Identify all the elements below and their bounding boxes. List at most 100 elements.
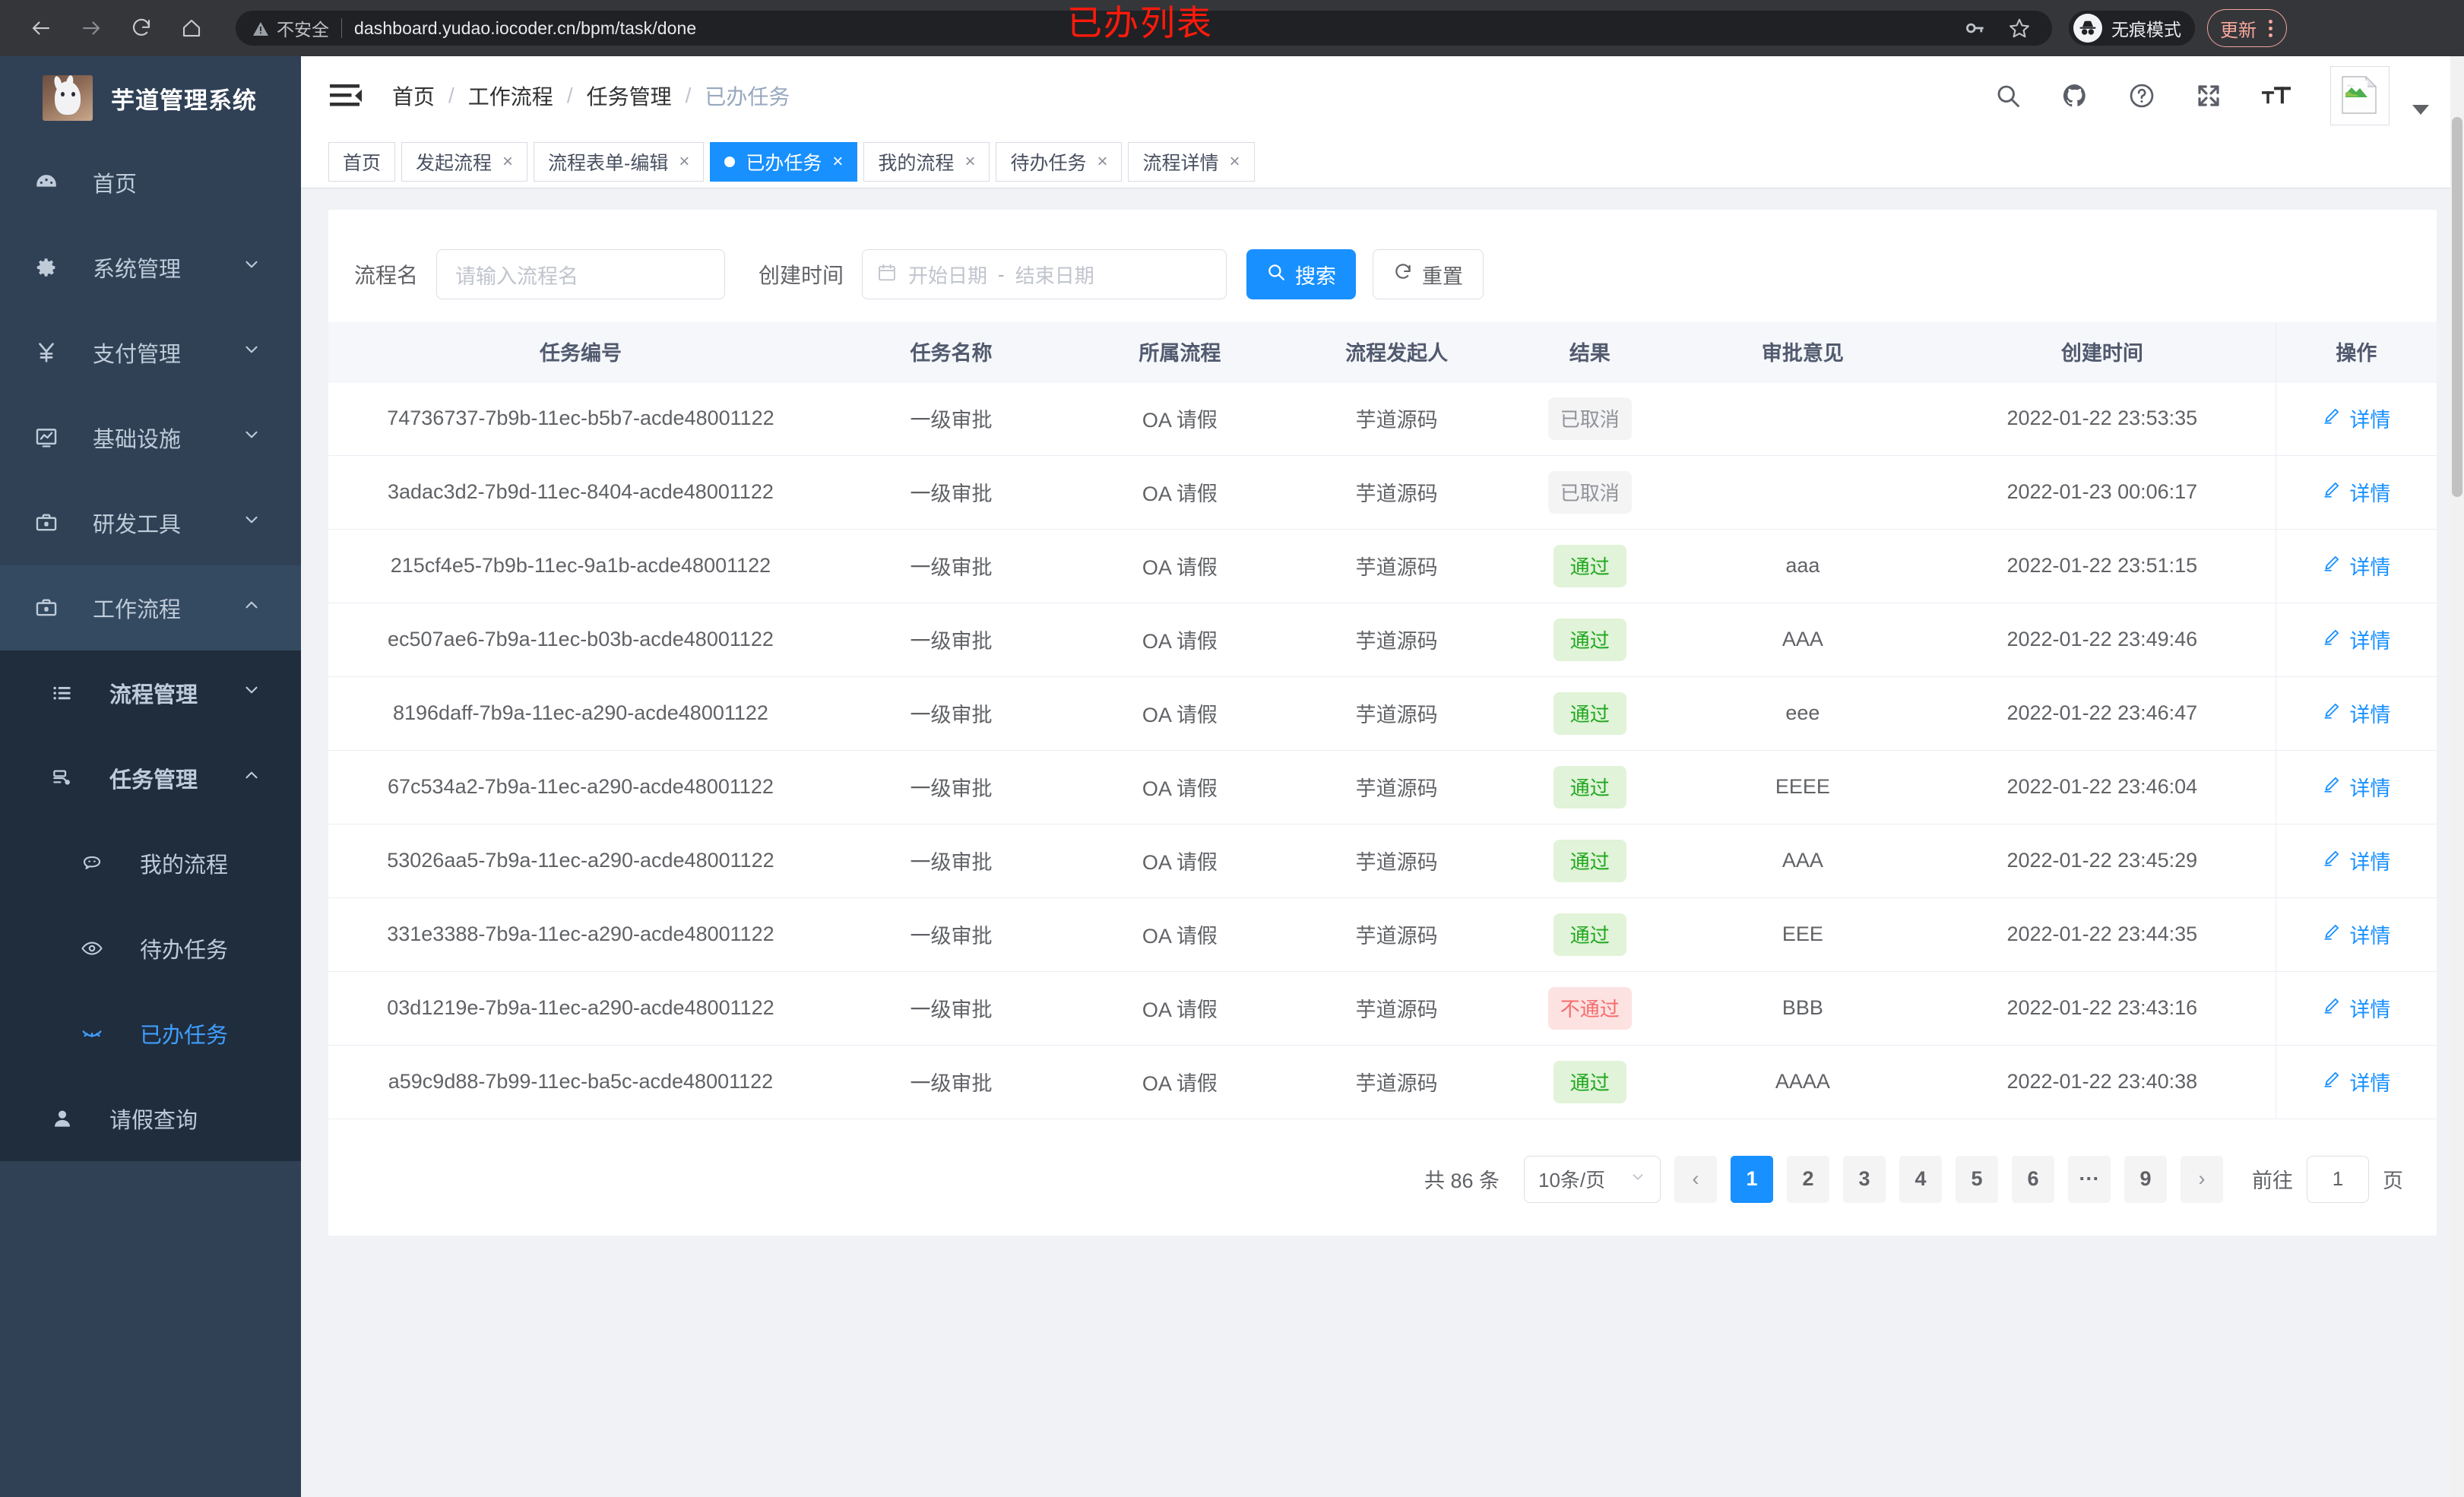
chevron-down-icon[interactable] [2412, 104, 2429, 115]
sidebar-item-my-process[interactable]: 我的流程 [0, 821, 301, 906]
sidebar-submenu-workflow: 流程管理 任务管理 我的流程 [0, 650, 301, 1161]
breadcrumb-item-home[interactable]: 首页 [392, 85, 435, 109]
close-icon[interactable]: × [1097, 150, 1108, 172]
cell-created: 2022-01-22 23:45:29 [1928, 824, 2276, 898]
logo-image [43, 75, 93, 121]
page-button-2[interactable]: 2 [1787, 1155, 1829, 1203]
sidebar-logo[interactable]: 芋道管理系统 [0, 56, 301, 140]
process-name-input[interactable]: 请输入流程名 [436, 249, 726, 299]
update-button[interactable]: 更新 [2207, 9, 2287, 47]
reload-icon[interactable] [126, 13, 157, 43]
cell-operation: 详情 [2275, 897, 2437, 972]
kebab-menu-icon[interactable] [2264, 19, 2277, 37]
detail-button[interactable]: 详情 [2322, 625, 2390, 654]
home-icon[interactable] [176, 13, 207, 43]
tab-done-task[interactable]: 已办任务 × [710, 141, 858, 182]
sidebar-item-infrastructure[interactable]: 基础设施 [0, 395, 301, 480]
tab-process-detail[interactable]: 流程详情 × [1128, 141, 1255, 182]
input-placeholder: 请输入流程名 [455, 264, 579, 288]
bookmark-star-icon[interactable] [2008, 17, 2031, 40]
edit-pencil-icon [2322, 479, 2342, 505]
detail-button[interactable]: 详情 [2322, 772, 2390, 802]
detail-label: 详情 [2349, 851, 2391, 874]
detail-button[interactable]: 详情 [2322, 404, 2390, 433]
key-icon[interactable] [1964, 17, 1985, 39]
tab-process-form-edit[interactable]: 流程表单-编辑 × [534, 141, 705, 182]
goto-page-input[interactable]: 1 [2307, 1155, 2369, 1203]
sidebar-item-done-task[interactable]: 已办任务 [0, 991, 301, 1076]
hamburger-icon[interactable] [330, 83, 362, 109]
status-badge: 不通过 [1547, 986, 1632, 1030]
tab-todo-task[interactable]: 待办任务 × [996, 141, 1123, 182]
chevron-down-icon [242, 255, 261, 280]
page-size-select[interactable]: 10条/页 [1524, 1155, 1661, 1203]
tab-home[interactable]: 首页 [328, 141, 396, 182]
address-bar[interactable]: 不安全 dashboard.yudao.iocoder.cn/bpm/task/… [236, 11, 2052, 46]
page-button-4[interactable]: 4 [1899, 1155, 1942, 1203]
font-size-icon[interactable] [2262, 83, 2291, 109]
incognito-indicator[interactable]: 无痕模式 [2069, 11, 2195, 46]
main-panel: 流程名 请输入流程名 创建时间 开始日期 - 结束日期 搜索 [328, 210, 2437, 1236]
github-icon[interactable] [2061, 82, 2089, 109]
cell-comment: EEEE [1676, 750, 1929, 824]
next-page-button[interactable]: › [2181, 1155, 2223, 1203]
done-task-table: 任务编号 任务名称 所属流程 流程发起人 结果 审批意见 创建时间 操作 747… [328, 322, 2437, 1119]
avatar[interactable] [2330, 66, 2390, 125]
sidebar-item-system[interactable]: 系统管理 [0, 225, 301, 310]
page-button-5[interactable]: 5 [1956, 1155, 1998, 1203]
breadcrumb-item-task[interactable]: 任务管理 [586, 85, 672, 109]
tab-label: 流程表单-编辑 [548, 152, 669, 174]
page-scrollbar-track[interactable] [2450, 56, 2464, 1497]
sidebar-item-workflow[interactable]: 工作流程 [0, 565, 301, 650]
col-result: 结果 [1503, 322, 1677, 382]
detail-button[interactable]: 详情 [2322, 1067, 2390, 1097]
table-row: 8196daff-7b9a-11ec-a290-acde48001122 一级审批… [328, 676, 2437, 751]
sidebar-item-devtools[interactable]: 研发工具 [0, 480, 301, 565]
sidebar-item-task-manage[interactable]: 任务管理 [0, 736, 301, 821]
close-icon[interactable]: × [679, 150, 690, 172]
sidebar-item-process-manage[interactable]: 流程管理 [0, 650, 301, 736]
sidebar-item-home[interactable]: 首页 [0, 140, 301, 225]
insecure-label: 不安全 [277, 20, 329, 40]
search-icon[interactable] [1994, 82, 2022, 109]
breadcrumb-item-workflow[interactable]: 工作流程 [467, 85, 553, 109]
page-button-6[interactable]: 6 [2012, 1155, 2054, 1203]
edit-pencil-icon [2322, 553, 2342, 578]
close-icon[interactable]: × [502, 150, 514, 172]
tab-my-process[interactable]: 我的流程 × [863, 141, 990, 182]
cell-process: OA 请假 [1069, 1045, 1291, 1119]
detail-button[interactable]: 详情 [2322, 846, 2390, 875]
briefcase-icon [33, 595, 70, 621]
back-icon[interactable] [26, 13, 56, 43]
page-button-3[interactable]: 3 [1843, 1155, 1886, 1203]
sidebar-item-todo-task[interactable]: 待办任务 [0, 906, 301, 991]
page-scrollbar-thumb[interactable] [2452, 117, 2462, 497]
detail-button[interactable]: 详情 [2322, 551, 2390, 581]
sidebar-item-payment[interactable]: 支付管理 [0, 310, 301, 395]
table-body: 74736737-7b9b-11ec-b5b7-acde48001122 一级审批… [328, 381, 2437, 1119]
cell-initiator: 芋道源码 [1290, 971, 1503, 1046]
cell-task-name: 一级审批 [832, 824, 1070, 898]
create-time-range-picker[interactable]: 开始日期 - 结束日期 [862, 249, 1227, 299]
reset-button[interactable]: 重置 [1373, 249, 1484, 299]
page-button-···[interactable]: ··· [2068, 1155, 2111, 1203]
page-button-1[interactable]: 1 [1731, 1155, 1773, 1203]
close-icon[interactable]: × [964, 150, 976, 172]
page-button-9[interactable]: 9 [2124, 1155, 2167, 1203]
search-button[interactable]: 搜索 [1246, 249, 1357, 299]
sidebar-item-leave-query[interactable]: 请假查询 [0, 1076, 301, 1161]
prev-page-button[interactable]: ‹ [1674, 1155, 1717, 1203]
app-title: 芋道管理系统 [111, 87, 257, 114]
detail-button[interactable]: 详情 [2322, 993, 2390, 1023]
browser-chrome: 不安全 dashboard.yudao.iocoder.cn/bpm/task/… [0, 0, 2464, 56]
tab-start-process[interactable]: 发起流程 × [401, 141, 528, 182]
close-icon[interactable]: × [1229, 150, 1240, 172]
help-circle-icon[interactable] [2128, 82, 2155, 109]
detail-button[interactable]: 详情 [2322, 477, 2390, 507]
forward-icon[interactable] [76, 13, 106, 43]
close-icon[interactable]: × [832, 150, 844, 172]
detail-button[interactable]: 详情 [2322, 919, 2390, 949]
detail-label: 详情 [2349, 777, 2391, 800]
fullscreen-icon[interactable] [2195, 82, 2222, 109]
detail-button[interactable]: 详情 [2322, 698, 2390, 728]
